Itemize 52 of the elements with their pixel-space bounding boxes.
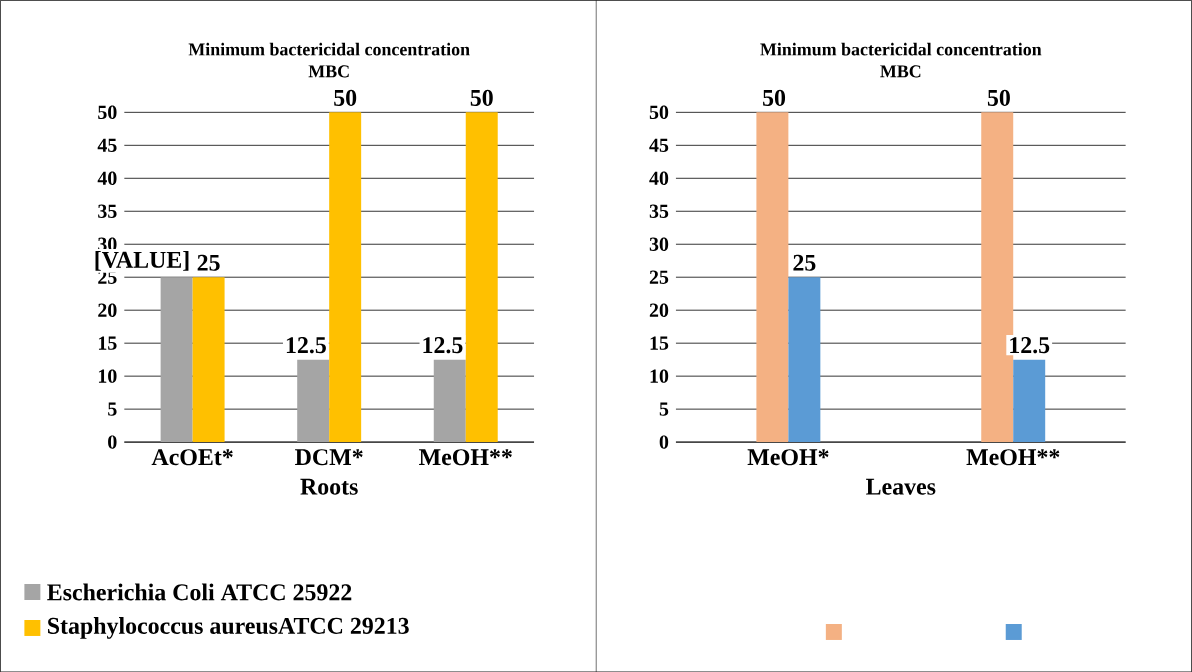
y-tick-label: 0 [659,435,669,449]
data-label: 25 [197,254,220,271]
legend-label: Staphylococcus aureusATCC 29213 [48,616,409,639]
bar [756,112,789,442]
y-tick-label: 45 [649,138,669,152]
y-tick-label: 25 [649,270,669,284]
bar [297,359,330,442]
chart-subtitle: MBC [308,65,349,78]
y-tick-label: 40 [649,171,669,185]
y-tick-label: 40 [97,171,117,185]
data-label: 12.5 [286,336,326,354]
y-tick-label: 5 [108,402,117,416]
y-tick-label: 50 [649,105,669,119]
x-tick-label: MeOH** [966,448,1060,466]
data-label: 12.5 [423,336,463,354]
y-tick-label: 35 [98,204,117,218]
data-label: 50 [763,89,786,106]
data-label: 50 [470,89,493,106]
data-label: [VALUE] [95,250,189,271]
y-tick-label: 10 [98,369,117,383]
y-tick-label: 20 [98,303,117,317]
y-tick-label: 15 [98,336,117,350]
legend-label: Escherichia Coli ATCC 25922 [47,583,352,601]
x-tick-label: AcOEt* [151,448,233,466]
data-label: 50 [334,89,357,106]
data-label: 50 [987,89,1010,106]
chart-title: Minimum bactericidal concentration [760,42,1042,56]
data-label: 25 [793,254,816,271]
bar [465,112,498,442]
x-tick-label: DCM* [295,448,363,466]
chart-title: Minimum bactericidal concentration [188,42,470,56]
y-tick-label: 5 [659,402,669,416]
x-tick-label: MeOH** [419,448,512,466]
y-tick-label: 20 [649,303,669,317]
bar [160,277,193,442]
data-label: 12.5 [1010,336,1050,354]
y-tick-label: 0 [108,435,117,449]
bar [1013,359,1046,442]
y-tick-label: 50 [98,105,117,119]
y-tick-label: 45 [97,138,117,152]
y-tick-label: 30 [649,237,669,251]
bar [192,277,225,442]
x-tick-label: MeOH* [747,448,829,466]
bar [788,277,821,442]
x-axis-title: Leaves [866,478,936,495]
bar [329,112,362,442]
chart-subtitle: MBC [880,65,921,78]
x-axis-title: Roots [300,478,358,495]
y-tick-label: 15 [650,336,669,350]
y-tick-label: 35 [649,204,669,218]
y-tick-label: 10 [650,369,669,383]
bar [433,359,466,442]
